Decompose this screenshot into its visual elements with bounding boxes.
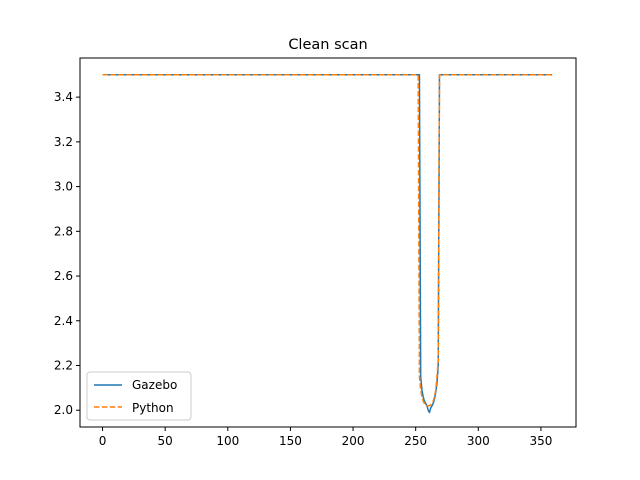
x-tick-label: 350	[529, 434, 552, 448]
legend-label-python: Python	[132, 401, 174, 415]
legend: Gazebo Python	[86, 371, 192, 421]
y-tick-label: 2.4	[54, 314, 73, 328]
x-tick-label: 200	[342, 434, 365, 448]
y-tick-label: 2.8	[54, 224, 73, 238]
x-tick-label: 300	[467, 434, 490, 448]
y-tick-label: 2.2	[54, 359, 73, 373]
y-tick-label: 3.4	[54, 90, 73, 104]
series-line-python	[102, 74, 553, 407]
x-axis: 0 50 100 150 200 250 300 350	[99, 427, 552, 448]
y-tick-label: 3.0	[54, 180, 73, 194]
y-axis: 2.0 2.2 2.4 2.6 2.8 3.0 3.2 3.4	[54, 90, 80, 417]
legend-box	[86, 371, 192, 421]
axes-frame	[79, 57, 577, 428]
y-tick-label: 3.2	[54, 135, 73, 149]
x-tick-label: 50	[158, 434, 173, 448]
x-tick-label: 150	[279, 434, 302, 448]
legend-label-gazebo: Gazebo	[132, 378, 177, 392]
x-tick-label: 100	[216, 434, 239, 448]
y-tick-label: 2.6	[54, 269, 73, 283]
chart-title: Clean scan	[288, 37, 367, 53]
y-tick-label: 2.0	[54, 403, 73, 417]
x-tick-label: 0	[99, 434, 107, 448]
series-line-gazebo	[102, 74, 553, 414]
x-tick-label: 250	[404, 434, 427, 448]
plot-area	[102, 74, 553, 414]
